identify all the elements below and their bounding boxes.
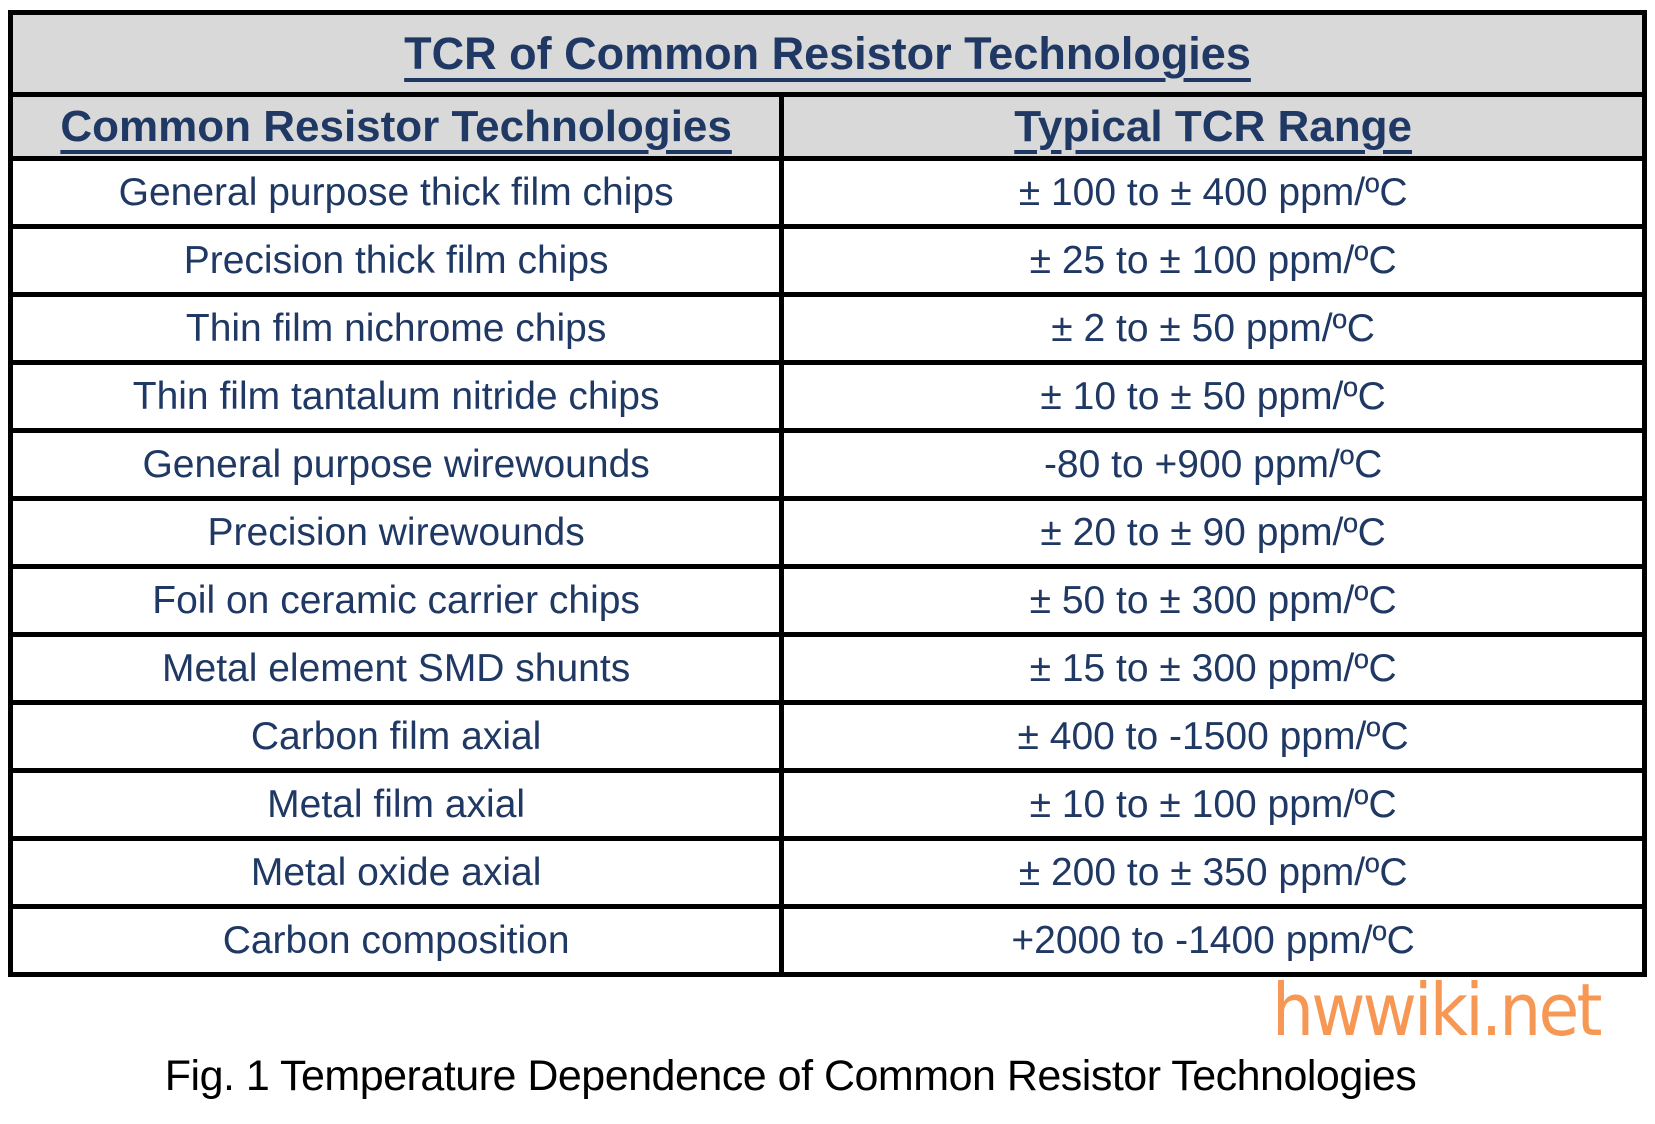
technology-cell: Foil on ceramic carrier chips — [7, 564, 785, 637]
table-row: Metal film axial ± 10 to ± 100 ppm/ºC — [7, 768, 1647, 841]
technology-cell: Precision thick film chips — [7, 224, 785, 297]
technology-cell: Metal film axial — [7, 768, 785, 841]
technology-cell: General purpose wirewounds — [7, 428, 785, 501]
tcr-range-cell: ± 50 to ± 300 ppm/ºC — [779, 564, 1647, 637]
column-header-tcr-range: Typical TCR Range — [779, 92, 1647, 161]
tcr-table: TCR of Common Resistor Technologies Comm… — [7, 10, 1647, 977]
table-row: Thin film tantalum nitride chips ± 10 to … — [7, 360, 1647, 433]
tcr-range-cell: -80 to +900 ppm/ºC — [779, 428, 1647, 501]
tcr-range-cell: ± 400 to -1500 ppm/ºC — [779, 700, 1647, 773]
table-title-text: TCR of Common Resistor Technologies — [404, 27, 1251, 79]
table-row: Metal element SMD shunts ± 15 to ± 300 pp… — [7, 632, 1647, 705]
table-row: General purpose wirewounds -80 to +900 pp… — [7, 428, 1647, 501]
table-title: TCR of Common Resistor Technologies — [8, 10, 1647, 97]
technology-cell: Carbon composition — [7, 904, 785, 977]
table-row: Thin film nichrome chips ± 2 to ± 50 ppm/… — [7, 292, 1647, 365]
column-header-technologies-text: Common Resistor Technologies — [60, 101, 732, 151]
column-header-tcr-range-text: Typical TCR Range — [1014, 101, 1412, 151]
tcr-range-cell: ± 2 to ± 50 ppm/ºC — [779, 292, 1647, 365]
tcr-range-cell: +2000 to -1400 ppm/ºC — [779, 904, 1647, 977]
table-row: General purpose thick film chips ± 100 to… — [7, 156, 1647, 229]
table-row: Precision thick film chips ± 25 to ± 100 … — [7, 224, 1647, 297]
table-row: Carbon film axial ± 400 to -1500 ppm/ºC — [7, 700, 1647, 773]
technology-cell: Thin film tantalum nitride chips — [7, 360, 785, 433]
technology-cell: Metal oxide axial — [7, 836, 785, 909]
tcr-range-cell: ± 200 to ± 350 ppm/ºC — [779, 836, 1647, 909]
table-row: Metal oxide axial ± 200 to ± 350 ppm/ºC — [7, 836, 1647, 909]
tcr-range-cell: ± 10 to ± 100 ppm/ºC — [779, 768, 1647, 841]
technology-cell: Precision wirewounds — [7, 496, 785, 569]
tcr-range-cell: ± 15 to ± 300 ppm/ºC — [779, 632, 1647, 705]
table-row: Precision wirewounds ± 20 to ± 90 ppm/ºC — [7, 496, 1647, 569]
table-row: Carbon composition +2000 to -1400 ppm/ºC — [7, 904, 1647, 977]
technology-cell: General purpose thick film chips — [7, 156, 785, 229]
tcr-range-cell: ± 100 to ± 400 ppm/ºC — [779, 156, 1647, 229]
column-header-technologies: Common Resistor Technologies — [7, 92, 785, 161]
technology-cell: Thin film nichrome chips — [7, 292, 785, 365]
technology-cell: Carbon film axial — [7, 700, 785, 773]
tcr-range-cell: ± 25 to ± 100 ppm/ºC — [779, 224, 1647, 297]
watermark-text: hwwiki.net — [1272, 968, 1602, 1052]
tcr-range-cell: ± 10 to ± 50 ppm/ºC — [779, 360, 1647, 433]
table-title-row: TCR of Common Resistor Technologies — [8, 10, 1647, 97]
table-row: Foil on ceramic carrier chips ± 50 to ± 3… — [7, 564, 1647, 637]
figure-caption: Fig. 1 Temperature Dependence of Common … — [164, 1052, 1417, 1100]
tcr-range-cell: ± 20 to ± 90 ppm/ºC — [779, 496, 1647, 569]
table-header-row: Common Resistor Technologies Typical TCR… — [7, 92, 1647, 161]
technology-cell: Metal element SMD shunts — [7, 632, 785, 705]
table-body: General purpose thick film chips ± 100 to… — [7, 156, 1647, 977]
